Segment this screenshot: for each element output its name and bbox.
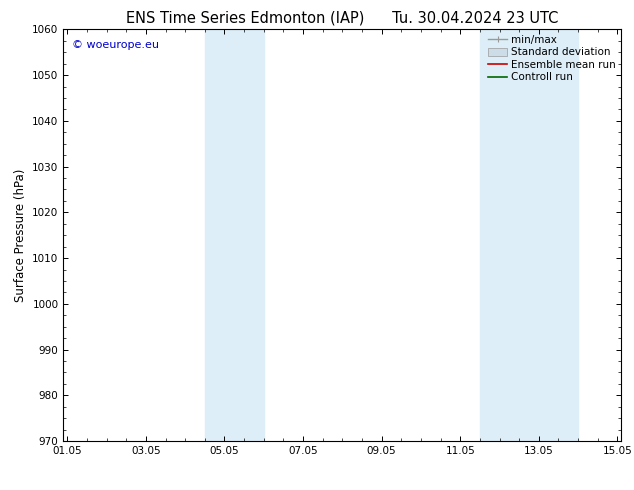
- Bar: [480, 29, 578, 441]
- Legend: min/max, Standard deviation, Ensemble mean run, Controll run: min/max, Standard deviation, Ensemble me…: [486, 32, 618, 84]
- Y-axis label: Surface Pressure (hPa): Surface Pressure (hPa): [14, 169, 27, 302]
- Title: ENS Time Series Edmonton (IAP)      Tu. 30.04.2024 23 UTC: ENS Time Series Edmonton (IAP) Tu. 30.04…: [126, 10, 559, 25]
- Text: © woeurope.eu: © woeurope.eu: [72, 40, 158, 49]
- Bar: [205, 29, 264, 441]
